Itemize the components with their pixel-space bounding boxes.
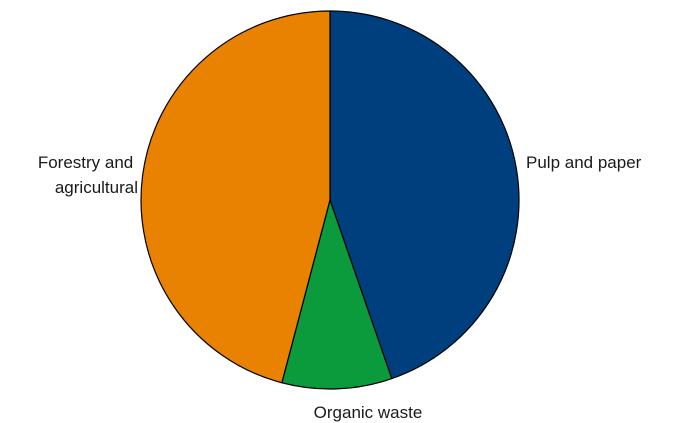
slice-label-organic-waste: Organic waste: [314, 403, 423, 422]
pie-slices: [140, 10, 520, 390]
pie-slice-forestry-and-agricultural: [140, 10, 331, 384]
slice-label-forestry-and-agricultural: Forestry and agricultural: [38, 153, 138, 197]
pie-slice-pulp-and-paper: [329, 10, 520, 380]
slice-label-pulp-and-paper: Pulp and paper: [526, 153, 642, 172]
pie-slice-organic-waste: [281, 199, 393, 390]
